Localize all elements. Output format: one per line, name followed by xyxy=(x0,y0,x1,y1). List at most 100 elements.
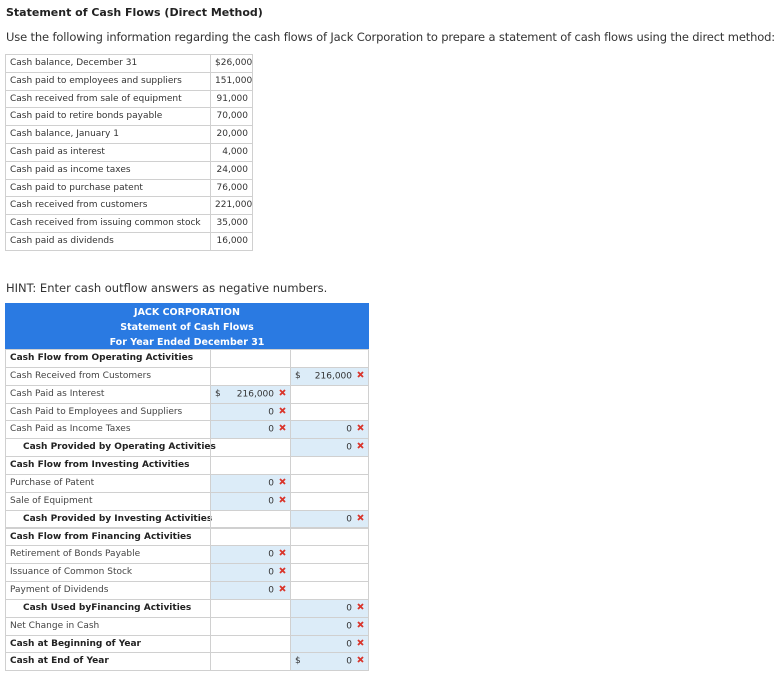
row-label: Cash Provided by Operating Activities xyxy=(5,438,216,458)
period: For Year Ended December 31 xyxy=(109,337,265,348)
answer-value: 0 xyxy=(268,407,274,418)
total-cell xyxy=(290,402,369,422)
total-cell[interactable]: 0 xyxy=(290,438,369,458)
instructions: Use the following information regarding … xyxy=(6,30,775,44)
total-cell[interactable]: 0 xyxy=(290,634,369,654)
wrong-icon xyxy=(357,638,364,646)
wrong-icon xyxy=(357,656,364,664)
row-label: Payment of Dividends xyxy=(5,581,211,600)
amount-cell xyxy=(210,527,291,547)
answer-value: 0 xyxy=(346,621,352,632)
total-cell xyxy=(290,491,369,511)
info-value: 35,000 xyxy=(210,214,253,233)
amount-cell xyxy=(210,616,291,636)
info-value: 91,000 xyxy=(210,89,253,109)
total-cell xyxy=(290,349,369,368)
answer-value: 0 xyxy=(268,478,274,489)
info-value: $26,000 xyxy=(210,54,253,73)
info-label: Cash paid to employees and suppliers xyxy=(5,71,211,91)
wrong-mark xyxy=(279,475,286,491)
wrong-icon xyxy=(279,567,286,574)
wrong-mark xyxy=(279,404,286,420)
total-cell[interactable]: 0 xyxy=(290,420,369,440)
amount-cell xyxy=(210,456,291,475)
row-label: Net Change in Cash xyxy=(5,616,211,636)
answer-value: 216,000 xyxy=(314,371,352,382)
answer-value: 0 xyxy=(268,549,274,560)
total-cell xyxy=(290,563,369,583)
currency: $ xyxy=(295,370,301,381)
row-label: Cash Flow from Investing Activities xyxy=(5,456,211,475)
info-label: Cash paid to purchase patent xyxy=(5,178,211,198)
row-label: Cash Paid as Interest xyxy=(5,384,211,404)
amount-cell[interactable]: 0 xyxy=(210,473,291,493)
info-value: 151,000 xyxy=(210,71,253,91)
wrong-icon xyxy=(357,603,364,610)
amount-cell[interactable]: 0 xyxy=(210,545,291,565)
hint: HINT: Enter cash outflow answers as nega… xyxy=(6,281,328,295)
answer-value: 0 xyxy=(346,514,352,525)
wrong-icon xyxy=(357,371,364,378)
total-cell[interactable]: 0 xyxy=(290,509,369,529)
wrong-icon xyxy=(357,442,364,449)
info-value: 20,000 xyxy=(210,125,253,144)
total-cell xyxy=(290,581,369,600)
wrong-icon xyxy=(357,424,364,432)
row-label: Cash Flow from Operating Activities xyxy=(5,349,211,368)
row-label: Cash at Beginning of Year xyxy=(5,634,211,654)
info-label: Cash paid as interest xyxy=(5,143,211,162)
currency: $ xyxy=(295,656,301,667)
answer-value: 0 xyxy=(268,567,274,578)
total-cell[interactable]: 0 xyxy=(290,598,369,618)
amount-cell[interactable]: 0 xyxy=(210,491,291,511)
wrong-mark xyxy=(357,439,364,455)
info-value: 16,000 xyxy=(210,232,253,251)
wrong-icon xyxy=(357,621,364,628)
total-cell[interactable]: 0 xyxy=(290,616,369,636)
statement-header: JACK CORPORATION Statement of Cash Flows… xyxy=(5,303,369,349)
info-value: 24,000 xyxy=(210,160,253,180)
info-label: Cash paid as dividends xyxy=(5,232,211,251)
amount-cell xyxy=(210,509,291,529)
statement-name: Statement of Cash Flows xyxy=(120,322,254,333)
answer-value: 0 xyxy=(268,585,274,596)
wrong-icon xyxy=(357,514,364,521)
wrong-icon xyxy=(279,585,286,592)
wrong-mark xyxy=(279,564,286,580)
amount-cell[interactable]: 0 xyxy=(210,581,291,600)
wrong-mark xyxy=(357,618,364,634)
row-label: Cash Flow from Financing Activities xyxy=(5,527,211,547)
info-label: Cash paid as income taxes xyxy=(5,160,211,180)
wrong-mark xyxy=(279,493,286,509)
total-cell xyxy=(290,527,369,547)
row-label: Cash Paid as Income Taxes xyxy=(5,420,211,440)
total-cell xyxy=(290,473,369,493)
wrong-mark xyxy=(357,653,364,669)
row-label: Purchase of Patent xyxy=(5,473,211,493)
wrong-icon xyxy=(279,496,286,503)
info-label: Cash paid to retire bonds payable xyxy=(5,107,211,127)
total-cell[interactable]: $216,000 xyxy=(290,366,369,386)
amount-cell[interactable]: 0 xyxy=(210,563,291,583)
amount-cell xyxy=(210,366,291,386)
info-label: Cash balance, January 1 xyxy=(5,125,211,144)
info-label: Cash received from customers xyxy=(5,196,211,216)
total-cell xyxy=(290,545,369,565)
total-cell[interactable]: $0 xyxy=(290,652,369,672)
amount-cell[interactable]: $216,000 xyxy=(210,384,291,404)
wrong-mark xyxy=(357,421,364,437)
wrong-mark xyxy=(279,421,286,437)
row-label: Retirement of Bonds Payable xyxy=(5,545,211,565)
amount-cell[interactable]: 0 xyxy=(210,420,291,440)
amount-cell xyxy=(210,652,291,672)
amount-cell[interactable]: 0 xyxy=(210,402,291,422)
amount-cell xyxy=(210,349,291,368)
answer-value: 0 xyxy=(346,656,352,667)
answer-value: 0 xyxy=(346,442,352,453)
info-value: 4,000 xyxy=(210,143,253,162)
answer-value: 0 xyxy=(268,496,274,507)
wrong-icon xyxy=(279,424,286,432)
wrong-icon xyxy=(279,406,286,414)
answer-value: 0 xyxy=(346,424,352,435)
